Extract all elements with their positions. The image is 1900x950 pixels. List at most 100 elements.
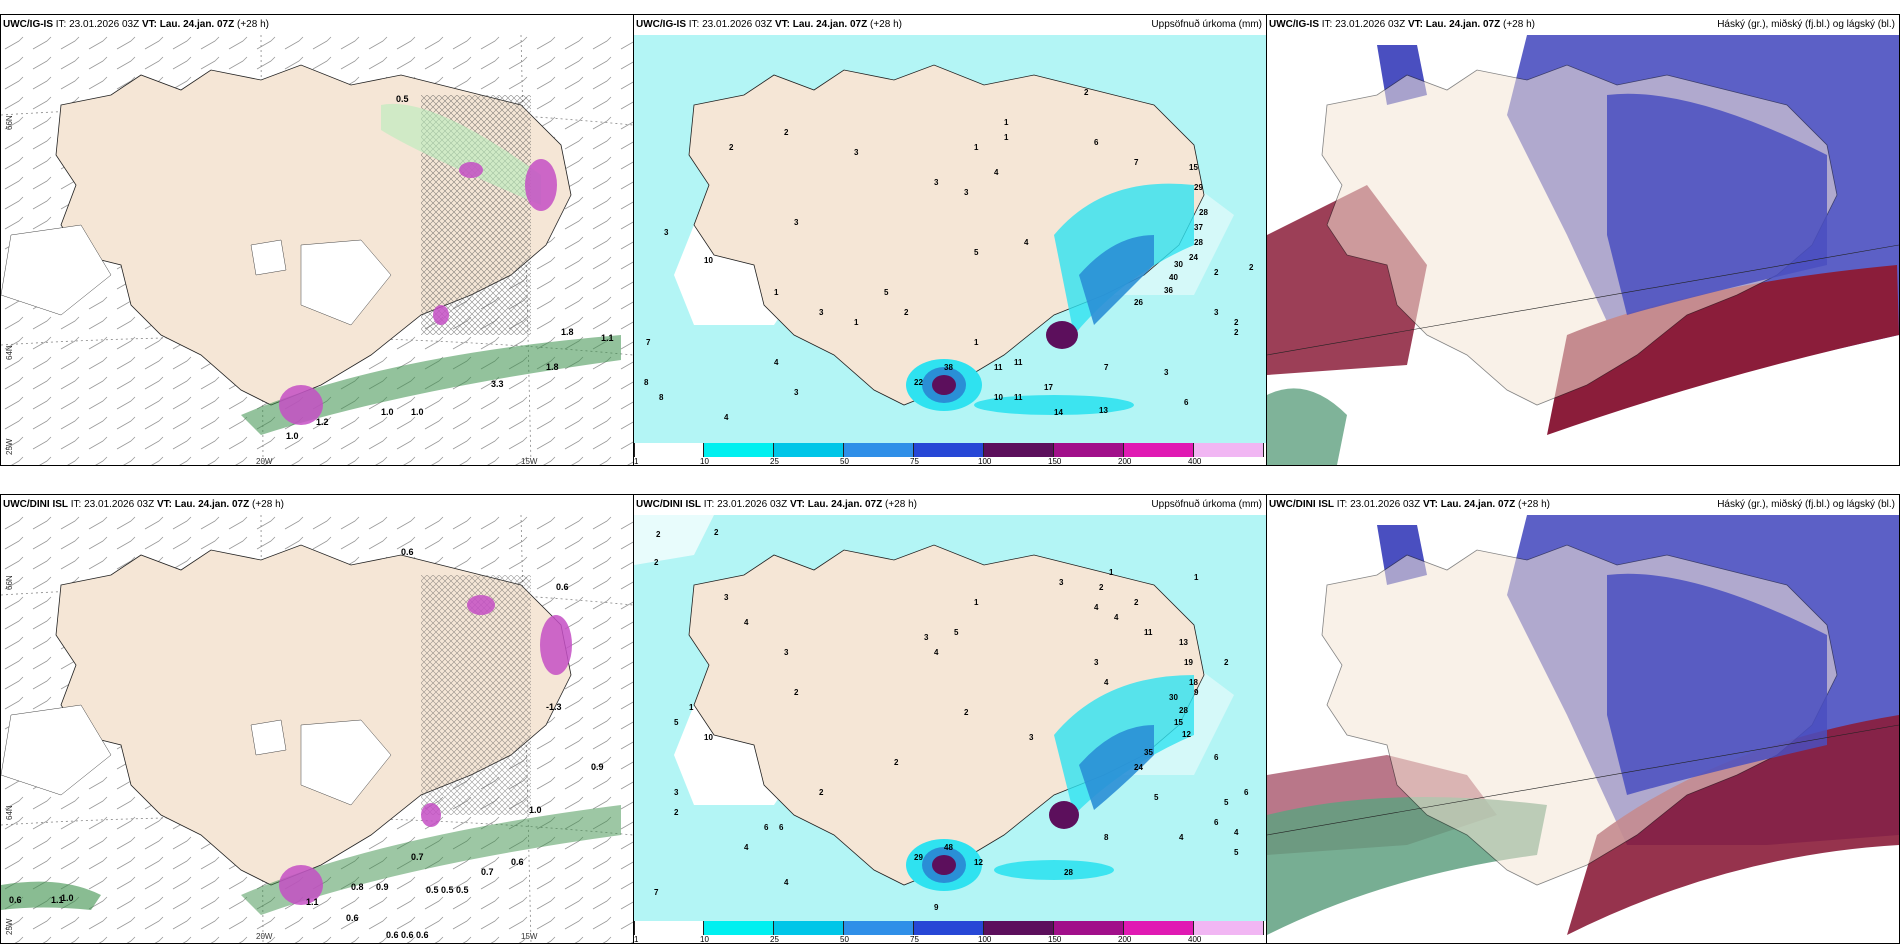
svg-text:0.5: 0.5: [396, 94, 409, 104]
colorbar-swatch: [844, 921, 914, 935]
init-time: 23.01.2026 03Z: [84, 499, 155, 510]
valid-time: Lau. 24.jan. 07Z: [1440, 499, 1516, 510]
svg-text:8: 8: [1104, 833, 1109, 842]
svg-text:26: 26: [1134, 298, 1143, 307]
lead-time: (+28 h): [1518, 499, 1550, 510]
svg-text:1: 1: [974, 338, 979, 347]
model-name: UWC/DINI ISL: [3, 499, 68, 510]
svg-text:15: 15: [1174, 718, 1183, 727]
svg-text:29: 29: [1194, 183, 1203, 192]
svg-text:2: 2: [714, 528, 719, 537]
precip-map: 3 10 7 8 8 4 4 3 2 2 3 3 1 1 2 3 1 1 3 3: [634, 35, 1266, 445]
svg-text:0.6: 0.6: [401, 547, 414, 557]
panel-top-right-clouds: UWC/IG-IS IT: 23.01.2026 03Z VT: Lau. 24…: [1266, 14, 1900, 466]
colorbar-swatch: [704, 443, 774, 457]
svg-text:1.1: 1.1: [601, 333, 614, 343]
svg-text:28: 28: [1064, 868, 1073, 877]
lon-label-15: 15W: [521, 457, 538, 466]
colorbar-swatch: [914, 443, 984, 457]
svg-text:8: 8: [659, 393, 664, 402]
svg-text:38: 38: [944, 363, 953, 372]
colorbar-tick: 150: [1048, 935, 1062, 944]
svg-text:0.6: 0.6: [416, 930, 429, 940]
svg-text:4: 4: [774, 358, 779, 367]
svg-text:6: 6: [779, 823, 784, 832]
svg-text:7: 7: [1104, 363, 1109, 372]
svg-text:2: 2: [794, 688, 799, 697]
model-name: UWC/IG-IS: [1269, 19, 1319, 30]
svg-text:1.0: 1.0: [529, 805, 542, 815]
svg-text:0.5: 0.5: [426, 885, 439, 895]
svg-text:12: 12: [1182, 730, 1191, 739]
svg-text:0.6: 0.6: [346, 913, 359, 923]
svg-text:3: 3: [794, 218, 799, 227]
svg-text:10: 10: [704, 733, 713, 742]
svg-text:2: 2: [656, 530, 661, 539]
svg-text:9: 9: [934, 903, 939, 912]
panel-header: UWC/DINI ISL IT: 23.01.2026 03Z VT: Lau.…: [1, 495, 633, 515]
svg-text:0.7: 0.7: [411, 852, 424, 862]
lat-label-66: 66N: [5, 575, 14, 590]
colorbar-swatch: [704, 921, 774, 935]
svg-text:28: 28: [1179, 706, 1188, 715]
svg-text:4: 4: [1094, 603, 1099, 612]
svg-text:4: 4: [744, 618, 749, 627]
svg-text:1: 1: [1004, 133, 1009, 142]
svg-text:0.9: 0.9: [591, 762, 604, 772]
colorbar-swatch: [634, 921, 704, 935]
svg-text:2: 2: [1084, 88, 1089, 97]
colorbar-swatch: [774, 443, 844, 457]
svg-text:0.5: 0.5: [441, 885, 454, 895]
svg-text:28: 28: [1194, 238, 1203, 247]
colorbar-swatch: [1054, 921, 1124, 935]
colorbar-tick: 150: [1048, 457, 1062, 466]
svg-text:3: 3: [794, 388, 799, 397]
init-time: 23.01.2026 03Z: [717, 499, 788, 510]
model-name: UWC/DINI ISL: [1269, 499, 1334, 510]
precip-colorbar: 1 10 25 50 75 100 150 200 400: [634, 443, 1266, 465]
lat-label-25: 25W: [5, 438, 14, 455]
svg-text:18: 18: [1189, 678, 1198, 687]
valid-time: Lau. 24.jan. 07Z: [792, 19, 868, 30]
svg-text:1: 1: [974, 143, 979, 152]
colorbar-swatch: [1124, 443, 1194, 457]
svg-text:2: 2: [894, 758, 899, 767]
panel-bottom-right-clouds: UWC/DINI ISL IT: 23.01.2026 03Z VT: Lau.…: [1266, 494, 1900, 944]
colorbar-swatch: [984, 921, 1054, 935]
colorbar-tick: 400: [1188, 457, 1202, 466]
svg-text:0.7: 0.7: [481, 867, 494, 877]
init-time: 23.01.2026 03Z: [1335, 19, 1406, 30]
colorbar-tick: 200: [1118, 935, 1132, 944]
lead-time: (+28 h): [870, 19, 902, 30]
model-name: UWC/DINI ISL: [636, 499, 701, 510]
lead-time: (+28 h): [237, 19, 269, 30]
svg-text:13: 13: [1179, 638, 1188, 647]
svg-text:5: 5: [1154, 793, 1159, 802]
svg-text:2: 2: [819, 788, 824, 797]
lon-label-20: 20W: [256, 457, 273, 466]
panel-bottom-left-wind: UWC/DINI ISL IT: 23.01.2026 03Z VT: Lau.…: [0, 494, 634, 944]
svg-text:17: 17: [1044, 383, 1053, 392]
svg-text:2: 2: [964, 708, 969, 717]
lat-label-25: 25W: [5, 918, 14, 935]
svg-text:7: 7: [1134, 158, 1139, 167]
svg-text:36: 36: [1164, 286, 1173, 295]
svg-text:3: 3: [1029, 733, 1034, 742]
svg-text:3: 3: [674, 788, 679, 797]
svg-text:1.1: 1.1: [306, 897, 319, 907]
precip-colorbar: 1 10 25 50 75 100 150 200 400: [634, 921, 1266, 943]
svg-text:2: 2: [1234, 318, 1239, 327]
svg-text:12: 12: [974, 858, 983, 867]
svg-text:0.6: 0.6: [511, 857, 524, 867]
model-name: UWC/IG-IS: [636, 19, 686, 30]
lat-label-64: 64N: [5, 345, 14, 360]
svg-text:10: 10: [994, 393, 1003, 402]
svg-text:3: 3: [1059, 578, 1064, 587]
svg-text:2: 2: [674, 808, 679, 817]
svg-text:24: 24: [1134, 763, 1143, 772]
svg-text:2: 2: [1214, 268, 1219, 277]
colorbar-tick: 25: [770, 457, 779, 466]
svg-text:11: 11: [1014, 393, 1023, 402]
colorbar-swatch: [774, 921, 844, 935]
svg-text:29: 29: [914, 853, 923, 862]
